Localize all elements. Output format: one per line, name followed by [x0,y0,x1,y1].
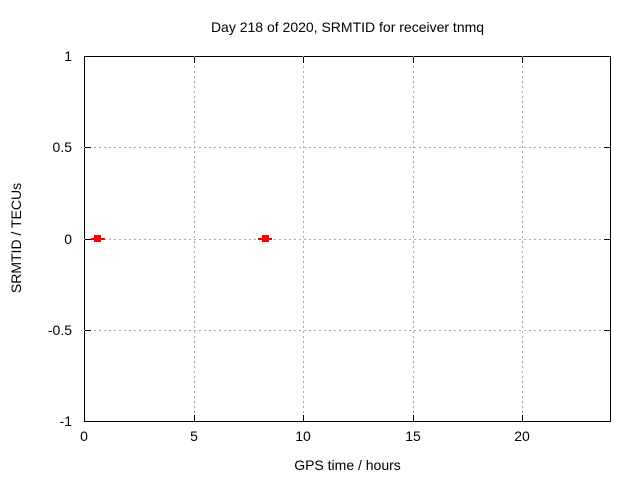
x-tick-top [522,57,523,63]
y-tick-label: 0 [64,231,72,247]
x-tick-bottom [522,415,523,421]
x-tick-label: 10 [295,428,311,444]
gridline-horizontal [84,330,610,331]
x-tick-label: 20 [514,428,530,444]
y-tick-label: -1 [59,413,72,429]
y-tick-label: -0.5 [47,322,72,338]
x-tick-label: 5 [190,428,198,444]
y-tick-right [604,330,610,331]
y-tick-left [85,239,91,240]
y-tick-left [85,330,91,331]
gridline-vertical [194,56,195,421]
data-point-marker [262,235,269,242]
x-tick-bottom [303,415,304,421]
gridline-vertical [303,56,304,421]
y-tick-right [604,147,610,148]
x-tick-top [194,57,195,63]
x-tick-label: 15 [405,428,421,444]
gridline-vertical [413,56,414,421]
y-tick-label: 0.5 [52,139,72,155]
data-point-marker [94,235,101,242]
x-tick-bottom [413,415,414,421]
chart-title: Day 218 of 2020, SRMTID for receiver tnm… [210,19,485,35]
x-tick-top [303,57,304,63]
y-tick-label: 1 [64,48,72,64]
gridline-horizontal [84,239,610,240]
gridline-horizontal [84,147,610,148]
y-tick-right [604,239,610,240]
x-axis-label: GPS time / hours [294,457,401,473]
y-tick-left [85,147,91,148]
gridline-vertical [522,56,523,421]
x-tick-label: 0 [80,428,88,444]
x-tick-bottom [194,415,195,421]
x-tick-top [413,57,414,63]
